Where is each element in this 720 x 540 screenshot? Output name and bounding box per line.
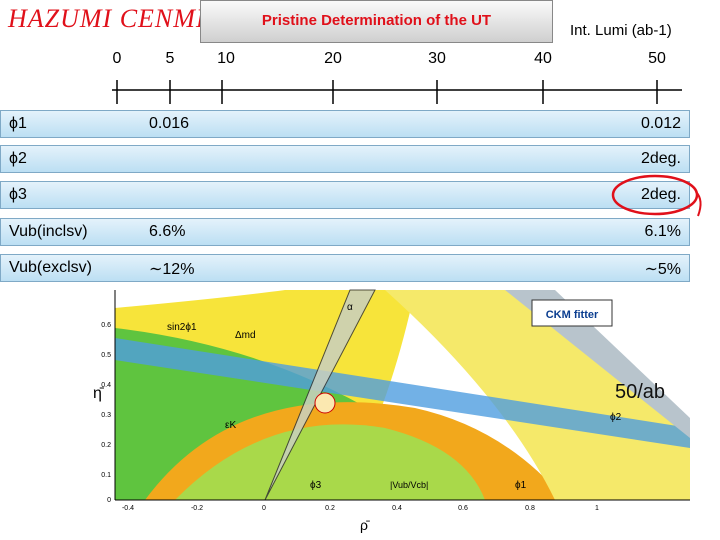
row-value: ∼5% [644,261,681,278]
x-tick: 0.8 [525,505,535,512]
row: ϕ1 0.016 0.012 [0,110,690,138]
x-tick: 0.4 [392,505,402,512]
row: Vub(exclsv) ∼12% ∼5% [0,254,690,282]
row-value: 0.016 [149,115,190,132]
axis-tick: 0 [112,50,122,67]
handwriting: HAZUMI CENMI [8,4,206,33]
row-label: Vub(inclsv) [9,223,88,240]
plot-label: εK [225,420,236,431]
x-tick: -0.2 [191,505,203,512]
axis-tick: 50 [648,50,666,67]
axis-tick: 5 [165,50,175,67]
title-box: Pristine Determination of the UT [200,0,553,43]
axis-tick: 10 [217,50,235,67]
plot-label: α [347,302,353,313]
axis-label: Int. Lumi (ab-1) [570,22,672,39]
x-tick: 0.2 [325,505,335,512]
red-circle [611,174,702,217]
axis-tick: 40 [534,50,552,67]
row-value: 2deg. [640,186,681,203]
y-tick: 0.5 [101,352,111,359]
y-label: η̄ [93,385,105,402]
plot-label: |Vub/Vcb| [390,480,428,490]
x-label: ρ̄ [360,517,370,533]
plot-label: ϕ3 [310,480,322,491]
axis-tick: 20 [324,50,342,67]
row-label: Vub(exclsv) [9,259,92,276]
x-tick: 1 [595,505,599,512]
row: ϕ2 2deg. [0,145,690,173]
row-value: 6.1% [644,223,681,240]
plot-label: sin2ϕ1 [167,322,197,333]
y-tick: 0.4 [101,382,111,389]
row-label: ϕ3 [9,186,27,203]
title: Pristine Determination of the UT [261,12,492,29]
y-tick: 0.2 [101,442,111,449]
row-value: 0.012 [640,115,681,132]
x-tick: 0.6 [458,505,468,512]
row-label: ϕ1 [9,115,27,132]
row: Vub(inclsv) 6.6% 6.1% [0,218,690,246]
y-tick: 0.6 [101,322,111,329]
row-value: 6.6% [149,223,186,240]
row-value: ∼12% [149,261,195,278]
x-tick: 0 [262,505,266,512]
logo: CKM fitter [546,309,599,321]
y-tick: 0.3 [101,412,111,419]
row-label: ϕ2 [9,150,27,167]
row-value: 2deg. [640,150,681,167]
plot-label: Δmd [235,330,256,341]
axis-lines [112,80,682,104]
row: ϕ3 2deg. [0,181,690,209]
note: 50/ab [615,381,665,403]
plot-label: ϕ1 [515,480,527,491]
x-tick: -0.4 [122,505,134,512]
y-tick: 0.1 [101,472,111,479]
ckm-plot: CKM fitter 50/ab Δmd εK sin2ϕ1 ϕ2 ϕ3 ϕ1 … [93,289,690,533]
plot-label: ϕ2 [610,412,622,423]
axis-tick: 30 [428,50,446,67]
y-tick: 0 [107,497,111,504]
